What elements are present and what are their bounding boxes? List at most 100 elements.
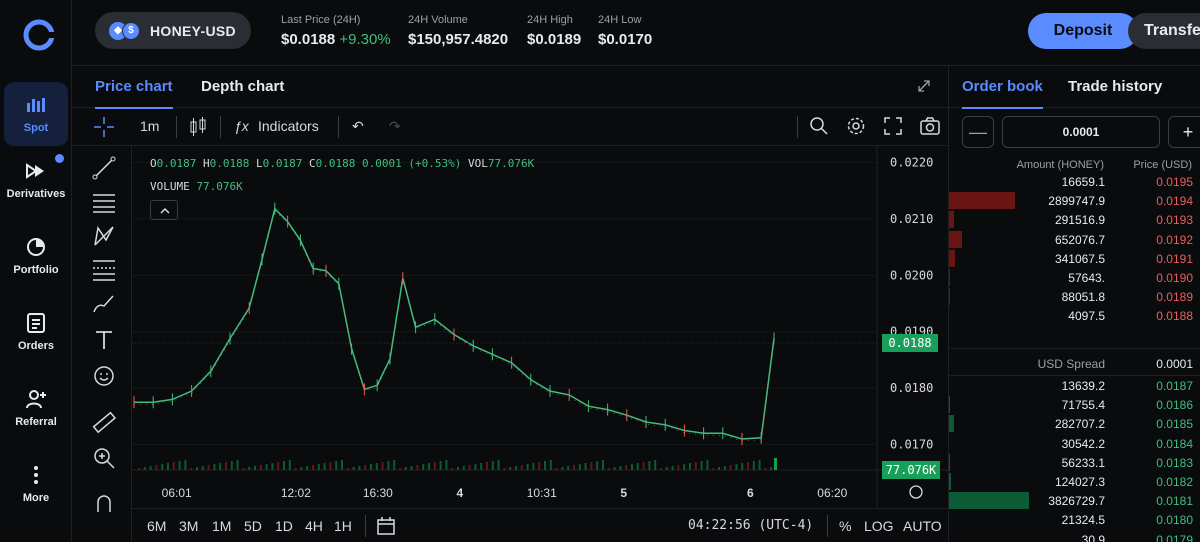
fib-retracement-icon[interactable]	[92, 258, 116, 282]
trendline-icon[interactable]	[92, 156, 116, 180]
range-1m[interactable]: 1M	[212, 518, 232, 534]
volume-bar	[596, 461, 599, 470]
crosshair-icon[interactable]	[94, 117, 114, 137]
bid-row[interactable]: 30542.2 0.0184	[949, 434, 1200, 453]
range-5d[interactable]: 5D	[244, 518, 262, 534]
camera-icon[interactable]	[920, 117, 940, 135]
coinbase-logo-icon[interactable]	[22, 18, 56, 52]
candlestick-type-icon[interactable]	[189, 117, 207, 137]
bid-row[interactable]: 30.9 0.0179	[949, 530, 1200, 542]
calendar-range-icon[interactable]	[376, 516, 396, 536]
step-decrease-button[interactable]: —	[962, 116, 994, 148]
tab-trade-history[interactable]: Trade history	[1068, 78, 1163, 95]
ask-row[interactable]: 88051.8 0.0189	[949, 287, 1200, 306]
bid-row[interactable]: 282707.2 0.0185	[949, 414, 1200, 433]
step-increase-button[interactable]: +	[1168, 116, 1200, 148]
ask-row[interactable]: 2899747.9 0.0194	[949, 191, 1200, 210]
bid-row[interactable]: 13639.2 0.0187	[949, 376, 1200, 395]
horizontal-lines-icon[interactable]	[92, 190, 116, 214]
bid-row[interactable]: 21324.5 0.0180	[949, 510, 1200, 529]
range-6m[interactable]: 6M	[147, 518, 167, 534]
drawing-tools	[72, 146, 132, 542]
nav-derivatives[interactable]: Derivatives	[4, 148, 68, 212]
function-icon[interactable]: ƒx	[234, 118, 249, 134]
ohlc-high: 0.0188	[209, 157, 250, 170]
undo-icon[interactable]: ↶	[352, 118, 364, 134]
timezone-clock[interactable]: 04:22:56 (UTC-4)	[688, 518, 814, 533]
indicators-button[interactable]: Indicators	[258, 118, 319, 134]
bid-row[interactable]: 124027.3 0.0182	[949, 472, 1200, 491]
transfer-button[interactable]: Transfe	[1128, 13, 1200, 49]
ask-row[interactable]: 341067.5 0.0191	[949, 249, 1200, 268]
volume-bar	[190, 468, 193, 470]
tab-depth-chart[interactable]: Depth chart	[201, 78, 285, 95]
nav-orders-label: Orders	[17, 340, 55, 352]
depth-bar	[949, 249, 955, 267]
ask-row[interactable]: 4097.5 0.0188	[949, 306, 1200, 325]
order-price: 0.0187	[1156, 379, 1193, 393]
ask-row[interactable]: 652076.7 0.0192	[949, 230, 1200, 249]
price-chart[interactable]: 0.0220 0.0210 0.0200 0.0190 0.0180 0.0170 06:0…	[132, 146, 948, 542]
volume-bar	[532, 463, 535, 470]
redo-icon[interactable]: ↷	[389, 118, 401, 134]
text-tool-icon[interactable]	[92, 328, 116, 352]
emoji-icon[interactable]	[92, 364, 116, 388]
bid-row[interactable]: 56233.1 0.0183	[949, 453, 1200, 472]
volume-bar	[184, 460, 187, 470]
range-1h[interactable]: 1H	[334, 518, 352, 534]
depth-bar	[949, 396, 951, 414]
range-4h[interactable]: 4H	[305, 518, 323, 534]
magnet-icon[interactable]	[92, 492, 116, 516]
interval-selector[interactable]: 1m	[140, 118, 160, 134]
last-price-stat: Last Price (24H) $0.0188 +9.30%	[281, 14, 391, 48]
nav-spot[interactable]: Spot	[4, 82, 68, 146]
settings-gear-icon[interactable]	[846, 116, 866, 136]
expand-icon[interactable]	[918, 80, 930, 92]
zoom-in-icon[interactable]	[92, 446, 116, 470]
pattern-icon[interactable]	[92, 224, 116, 248]
volume-bar	[671, 466, 674, 470]
orderbook-tabs: Order book Trade history	[949, 66, 1200, 109]
zoom-time-icon[interactable]	[809, 116, 829, 136]
order-price: 0.0186	[1156, 398, 1193, 413]
volume-bar	[410, 466, 413, 470]
auto-scale-toggle[interactable]: AUTO	[903, 518, 942, 534]
depth-bar	[949, 192, 1015, 210]
ask-row[interactable]: 291516.9 0.0193	[949, 210, 1200, 229]
log-scale-toggle[interactable]: LOG	[864, 518, 894, 534]
fullscreen-icon[interactable]	[884, 117, 902, 135]
bid-row[interactable]: 71755.4 0.0186	[949, 395, 1200, 414]
ohlc-high-label: H	[203, 157, 210, 170]
y-tick-label: 0.0170	[890, 438, 933, 452]
ask-row[interactable]: 16659.1 0.0195	[949, 172, 1200, 191]
nav-more[interactable]: More	[4, 452, 68, 516]
deposit-button[interactable]: Deposit	[1028, 13, 1138, 49]
volume-bar	[196, 467, 198, 470]
brush-icon[interactable]	[92, 292, 116, 316]
volume-bar	[457, 467, 459, 470]
tab-price-chart[interactable]: Price chart	[95, 78, 173, 109]
collapse-legend-button[interactable]	[150, 200, 178, 220]
volume-stat: 24H Volume $150,957.4820	[408, 14, 508, 48]
order-book-panel: Order book Trade history — 0.0001 + Amou…	[948, 66, 1200, 542]
nav-orders[interactable]: Orders	[4, 300, 68, 364]
chart-canvas[interactable]: 0.02200.02100.02000.01900.01800.017006:0…	[132, 146, 948, 508]
range-1d[interactable]: 1D	[275, 518, 293, 534]
order-amount: 30.9	[1081, 532, 1105, 542]
ask-row[interactable]: 57643. 0.0190	[949, 268, 1200, 287]
chevron-up-icon	[160, 207, 170, 214]
nav-referral[interactable]: Referral	[4, 376, 68, 440]
document-icon	[27, 313, 45, 333]
volume-bar	[752, 461, 755, 470]
range-3m[interactable]: 3M	[179, 518, 199, 534]
order-amount: 652076.7	[1054, 232, 1105, 247]
tab-order-book[interactable]: Order book	[962, 78, 1043, 109]
bid-row[interactable]: 3826729.7 0.0181	[949, 491, 1200, 510]
ruler-icon[interactable]	[92, 410, 116, 434]
percent-scale-toggle[interactable]: %	[839, 518, 852, 534]
nav-portfolio[interactable]: Portfolio	[4, 224, 68, 288]
volume-bar	[712, 468, 715, 470]
order-amount: 3826729.7	[1048, 494, 1105, 509]
pair-selector[interactable]: ◆ $ HONEY-USD	[95, 12, 251, 49]
price-step-input[interactable]: 0.0001	[1002, 116, 1160, 148]
